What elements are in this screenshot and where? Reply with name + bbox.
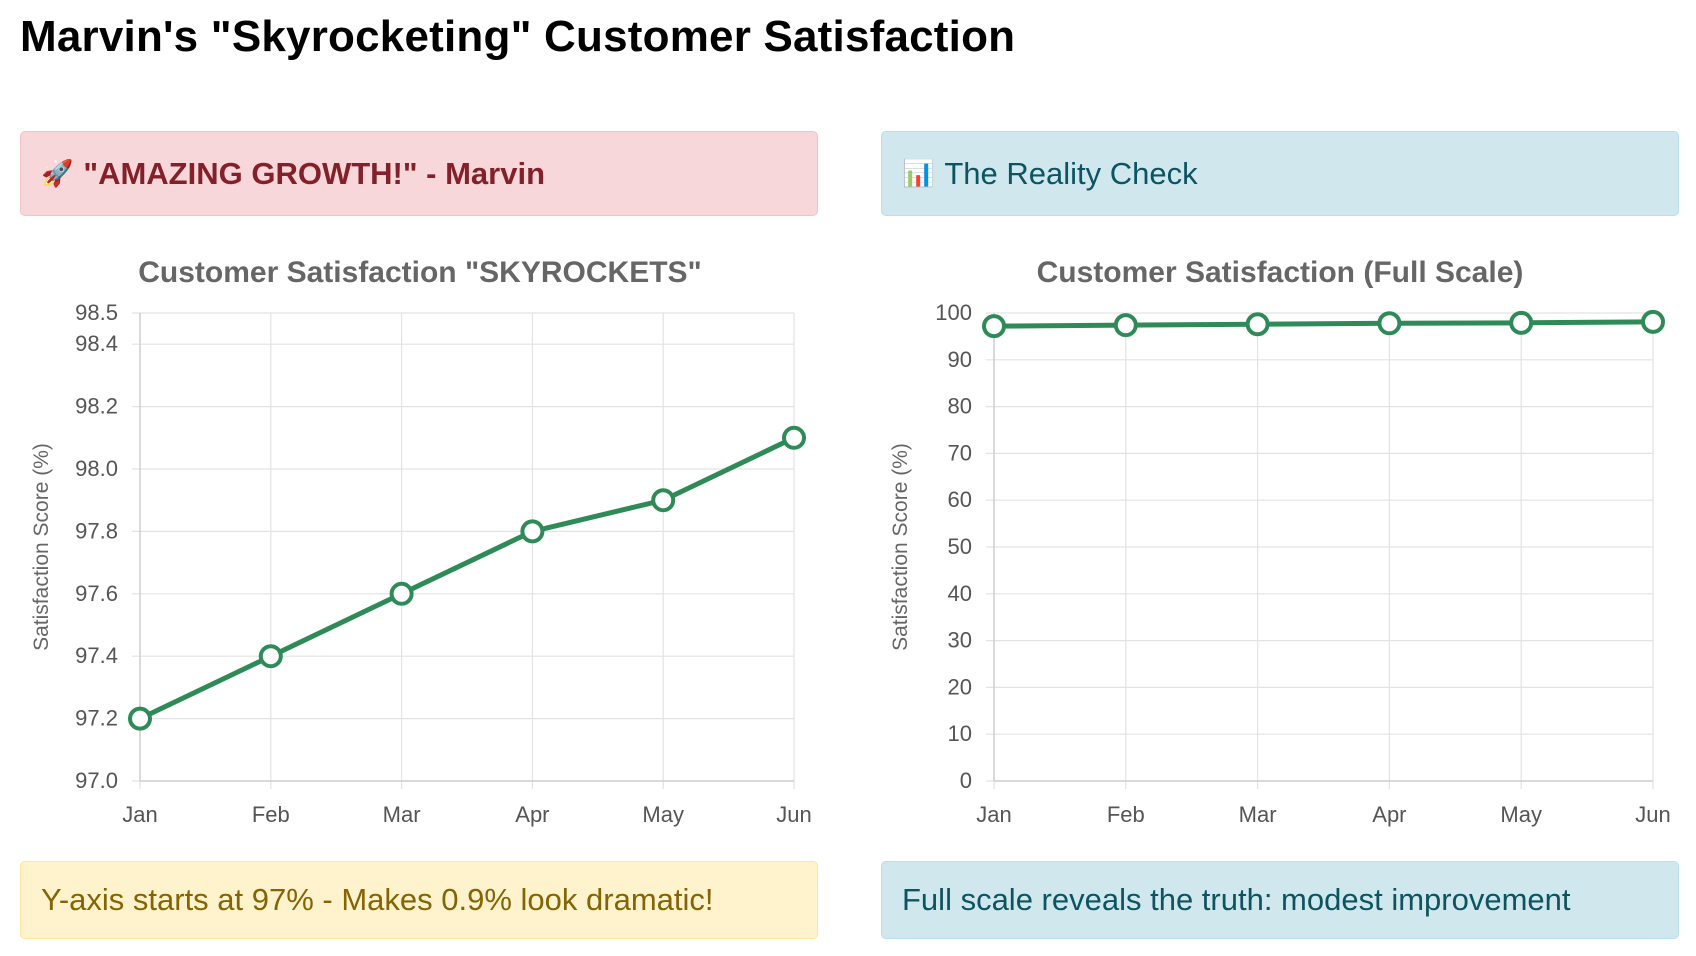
- full-y-tick-label: 50: [948, 534, 972, 559]
- full-y-axis-label: Satisfaction Score (%): [889, 443, 912, 651]
- full-y-tick-label: 80: [948, 394, 972, 419]
- truncated-x-tick-label: Jun: [776, 802, 811, 827]
- truncated-chart: Customer Satisfaction "SKYROCKETS" Satisf…: [0, 240, 830, 850]
- reality-check-banner: 📊 The Reality Check: [881, 131, 1679, 216]
- truncated-data-point: [651, 488, 676, 513]
- full-chart-title: Customer Satisfaction (Full Scale): [1037, 256, 1524, 289]
- full-data-point: [1377, 311, 1402, 336]
- truncated-x-tick-label: Feb: [252, 802, 290, 827]
- full-scale-note: Full scale reveals the truth: modest imp…: [881, 861, 1679, 939]
- page-title: Marvin's "Skyrocketing" Customer Satisfa…: [20, 12, 1016, 61]
- full-data-point: [1245, 312, 1270, 337]
- full-data-point: [1509, 310, 1534, 335]
- full-x-tick-label: Jun: [1635, 802, 1670, 827]
- reality-check-text: The Reality Check: [944, 155, 1198, 191]
- truncated-data-point: [520, 519, 545, 544]
- full-x-tick-label: Jan: [976, 802, 1011, 827]
- full-scale-note-text: Full scale reveals the truth: modest imp…: [902, 882, 1571, 917]
- full-y-tick-label: 20: [948, 674, 972, 699]
- truncated-y-tick-label: 98.4: [75, 331, 118, 356]
- truncated-data-point: [389, 581, 414, 606]
- full-x-tick-label: Feb: [1107, 802, 1145, 827]
- truncated-x-tick-label: Jan: [122, 802, 157, 827]
- truncated-chart-svg: Customer Satisfaction "SKYROCKETS" Satisf…: [30, 256, 812, 827]
- truncated-data-point: [258, 644, 283, 669]
- rocket-icon: 🚀: [41, 158, 74, 188]
- full-scale-chart: Customer Satisfaction (Full Scale) Satisf…: [860, 240, 1690, 850]
- truncated-series-line: [138, 435, 796, 721]
- truncated-y-axis-label: Satisfaction Score (%): [30, 443, 53, 651]
- full-data-point: [1113, 313, 1138, 338]
- full-y-tick-label: 10: [948, 721, 972, 746]
- truncated-y-tick-label: 97.8: [75, 518, 118, 543]
- full-scale-chart-svg: Customer Satisfaction (Full Scale) Satisf…: [889, 256, 1671, 827]
- truncation-warning-text: Y-axis starts at 97% - Makes 0.9% look d…: [41, 882, 714, 917]
- truncated-x-tick-label: Mar: [383, 802, 421, 827]
- truncated-chart-title: Customer Satisfaction "SKYROCKETS": [138, 256, 702, 289]
- truncated-data-point: [782, 425, 806, 450]
- full-x-tick-label: May: [1500, 802, 1542, 827]
- full-y-tick-label: 100: [935, 300, 972, 325]
- full-y-tick-label: 90: [948, 347, 972, 372]
- full-data-point: [1641, 309, 1665, 334]
- truncated-y-tick-label: 98.5: [75, 300, 118, 325]
- full-y-tick-label: 40: [948, 581, 972, 606]
- marvin-claim-text: "AMAZING GROWTH!" - Marvin: [83, 155, 546, 191]
- truncation-warning-note: Y-axis starts at 97% - Makes 0.9% look d…: [20, 861, 818, 939]
- full-data-point: [982, 314, 1006, 339]
- full-y-tick-label: 60: [948, 487, 972, 512]
- full-x-tick-label: Apr: [1372, 802, 1406, 827]
- full-y-tick-label: 30: [948, 628, 972, 653]
- full-y-tick-label: 0: [960, 768, 972, 793]
- truncated-x-tick-label: Apr: [515, 802, 549, 827]
- truncated-y-tick-label: 97.6: [75, 581, 118, 606]
- full-series-line: [993, 319, 1654, 329]
- truncated-y-tick-label: 98.2: [75, 394, 118, 419]
- marvin-claim-banner: 🚀 "AMAZING GROWTH!" - Marvin: [20, 131, 818, 216]
- truncated-y-tick-label: 97.0: [75, 768, 118, 793]
- truncated-y-tick-label: 97.4: [75, 643, 118, 668]
- truncated-y-tick-label: 97.2: [75, 706, 118, 731]
- truncated-data-point: [128, 706, 152, 731]
- truncated-x-tick-label: May: [642, 802, 684, 827]
- full-y-tick-label: 70: [948, 440, 972, 465]
- truncated-y-tick-label: 98.0: [75, 456, 118, 481]
- full-x-tick-label: Mar: [1239, 802, 1277, 827]
- bar-chart-icon: 📊: [902, 158, 935, 188]
